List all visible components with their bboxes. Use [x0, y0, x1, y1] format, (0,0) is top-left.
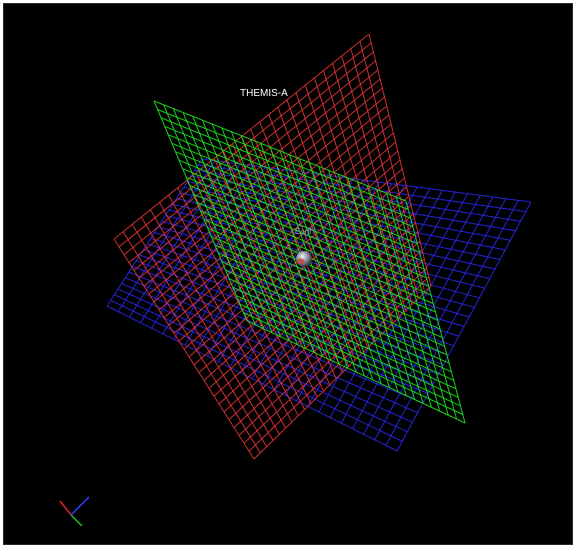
grid-line: [223, 231, 419, 413]
grid-line: [246, 320, 466, 424]
grid-line: [147, 243, 454, 347]
grid-line: [228, 240, 421, 421]
grid-line: [122, 231, 261, 454]
grid-line: [329, 191, 456, 418]
y-axis-line: [70, 514, 83, 527]
grid-line: [139, 254, 444, 366]
grid-line: [395, 197, 458, 420]
grid-line: [218, 252, 448, 356]
grid-line: [396, 201, 532, 452]
spacecraft-label: THEMIS-A: [240, 88, 288, 99]
grid-line: [233, 249, 423, 428]
grid-line: [140, 216, 274, 441]
grid-line: [374, 198, 507, 441]
grid-line: [357, 181, 424, 404]
grid-line: [366, 185, 432, 408]
grid-line: [204, 165, 318, 398]
grid-line: [210, 235, 443, 339]
grid-line: [232, 286, 457, 390]
grid-line: [214, 244, 445, 347]
grid-line: [117, 288, 413, 423]
grid-line: [262, 181, 380, 385]
grid-line: [225, 269, 452, 373]
grid-line: [298, 158, 374, 380]
earth-sphere[interactable]: [296, 251, 312, 267]
grid-line: [347, 177, 416, 400]
earth-label: Earth: [295, 227, 315, 236]
grid-line: [213, 213, 414, 397]
grid-line: [376, 189, 441, 412]
orbit-scene[interactable]: [4, 4, 572, 544]
grid-line: [159, 202, 287, 429]
grid-line: [106, 305, 398, 452]
axis-triad-icon: [59, 496, 90, 527]
grid-line: [308, 162, 382, 384]
grid-line: [243, 312, 463, 415]
grid-line: [241, 136, 343, 373]
grid-line: [351, 195, 481, 429]
grid-line: [386, 193, 449, 416]
grid-line: [221, 261, 450, 364]
grid-line: [149, 209, 280, 435]
grid-line: [328, 170, 399, 392]
grid-line: [253, 285, 432, 460]
grid-line: [228, 278, 454, 381]
grid-line: [236, 295, 459, 398]
grid-line: [186, 180, 306, 410]
grid-line: [289, 154, 365, 377]
grid-line: [113, 238, 255, 460]
grid-line: [238, 258, 425, 436]
yz-plane-grid: [153, 100, 466, 424]
grid-line: [239, 303, 461, 407]
grid-line: [177, 187, 299, 417]
grid-line: [337, 173, 407, 396]
grid-line: [125, 277, 423, 404]
grid-line: [208, 204, 412, 389]
grid-line: [110, 299, 403, 442]
x-axis-line: [59, 500, 72, 516]
grid-line: [405, 200, 466, 424]
grid-line: [318, 166, 390, 388]
grid-line: [121, 282, 418, 414]
z-axis-line: [70, 496, 90, 516]
3d-viewport[interactable]: THEMIS-A Earth: [3, 3, 573, 545]
grid-line: [385, 200, 519, 446]
grid-line: [114, 294, 408, 433]
grid-line: [218, 222, 416, 405]
grid-line: [340, 193, 469, 424]
grid-line: [200, 210, 436, 313]
grid-line: [207, 227, 441, 330]
grid-line: [168, 194, 293, 423]
grid-line: [131, 224, 268, 447]
grid-line: [203, 219, 438, 321]
